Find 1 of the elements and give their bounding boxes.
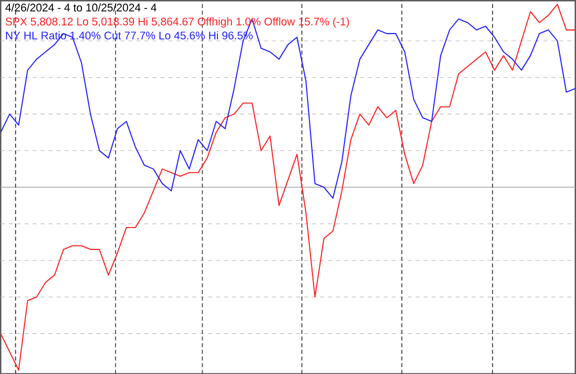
chart-title: 4/26/2024 - 4 to 10/25/2024 - 4 — [5, 3, 156, 12]
